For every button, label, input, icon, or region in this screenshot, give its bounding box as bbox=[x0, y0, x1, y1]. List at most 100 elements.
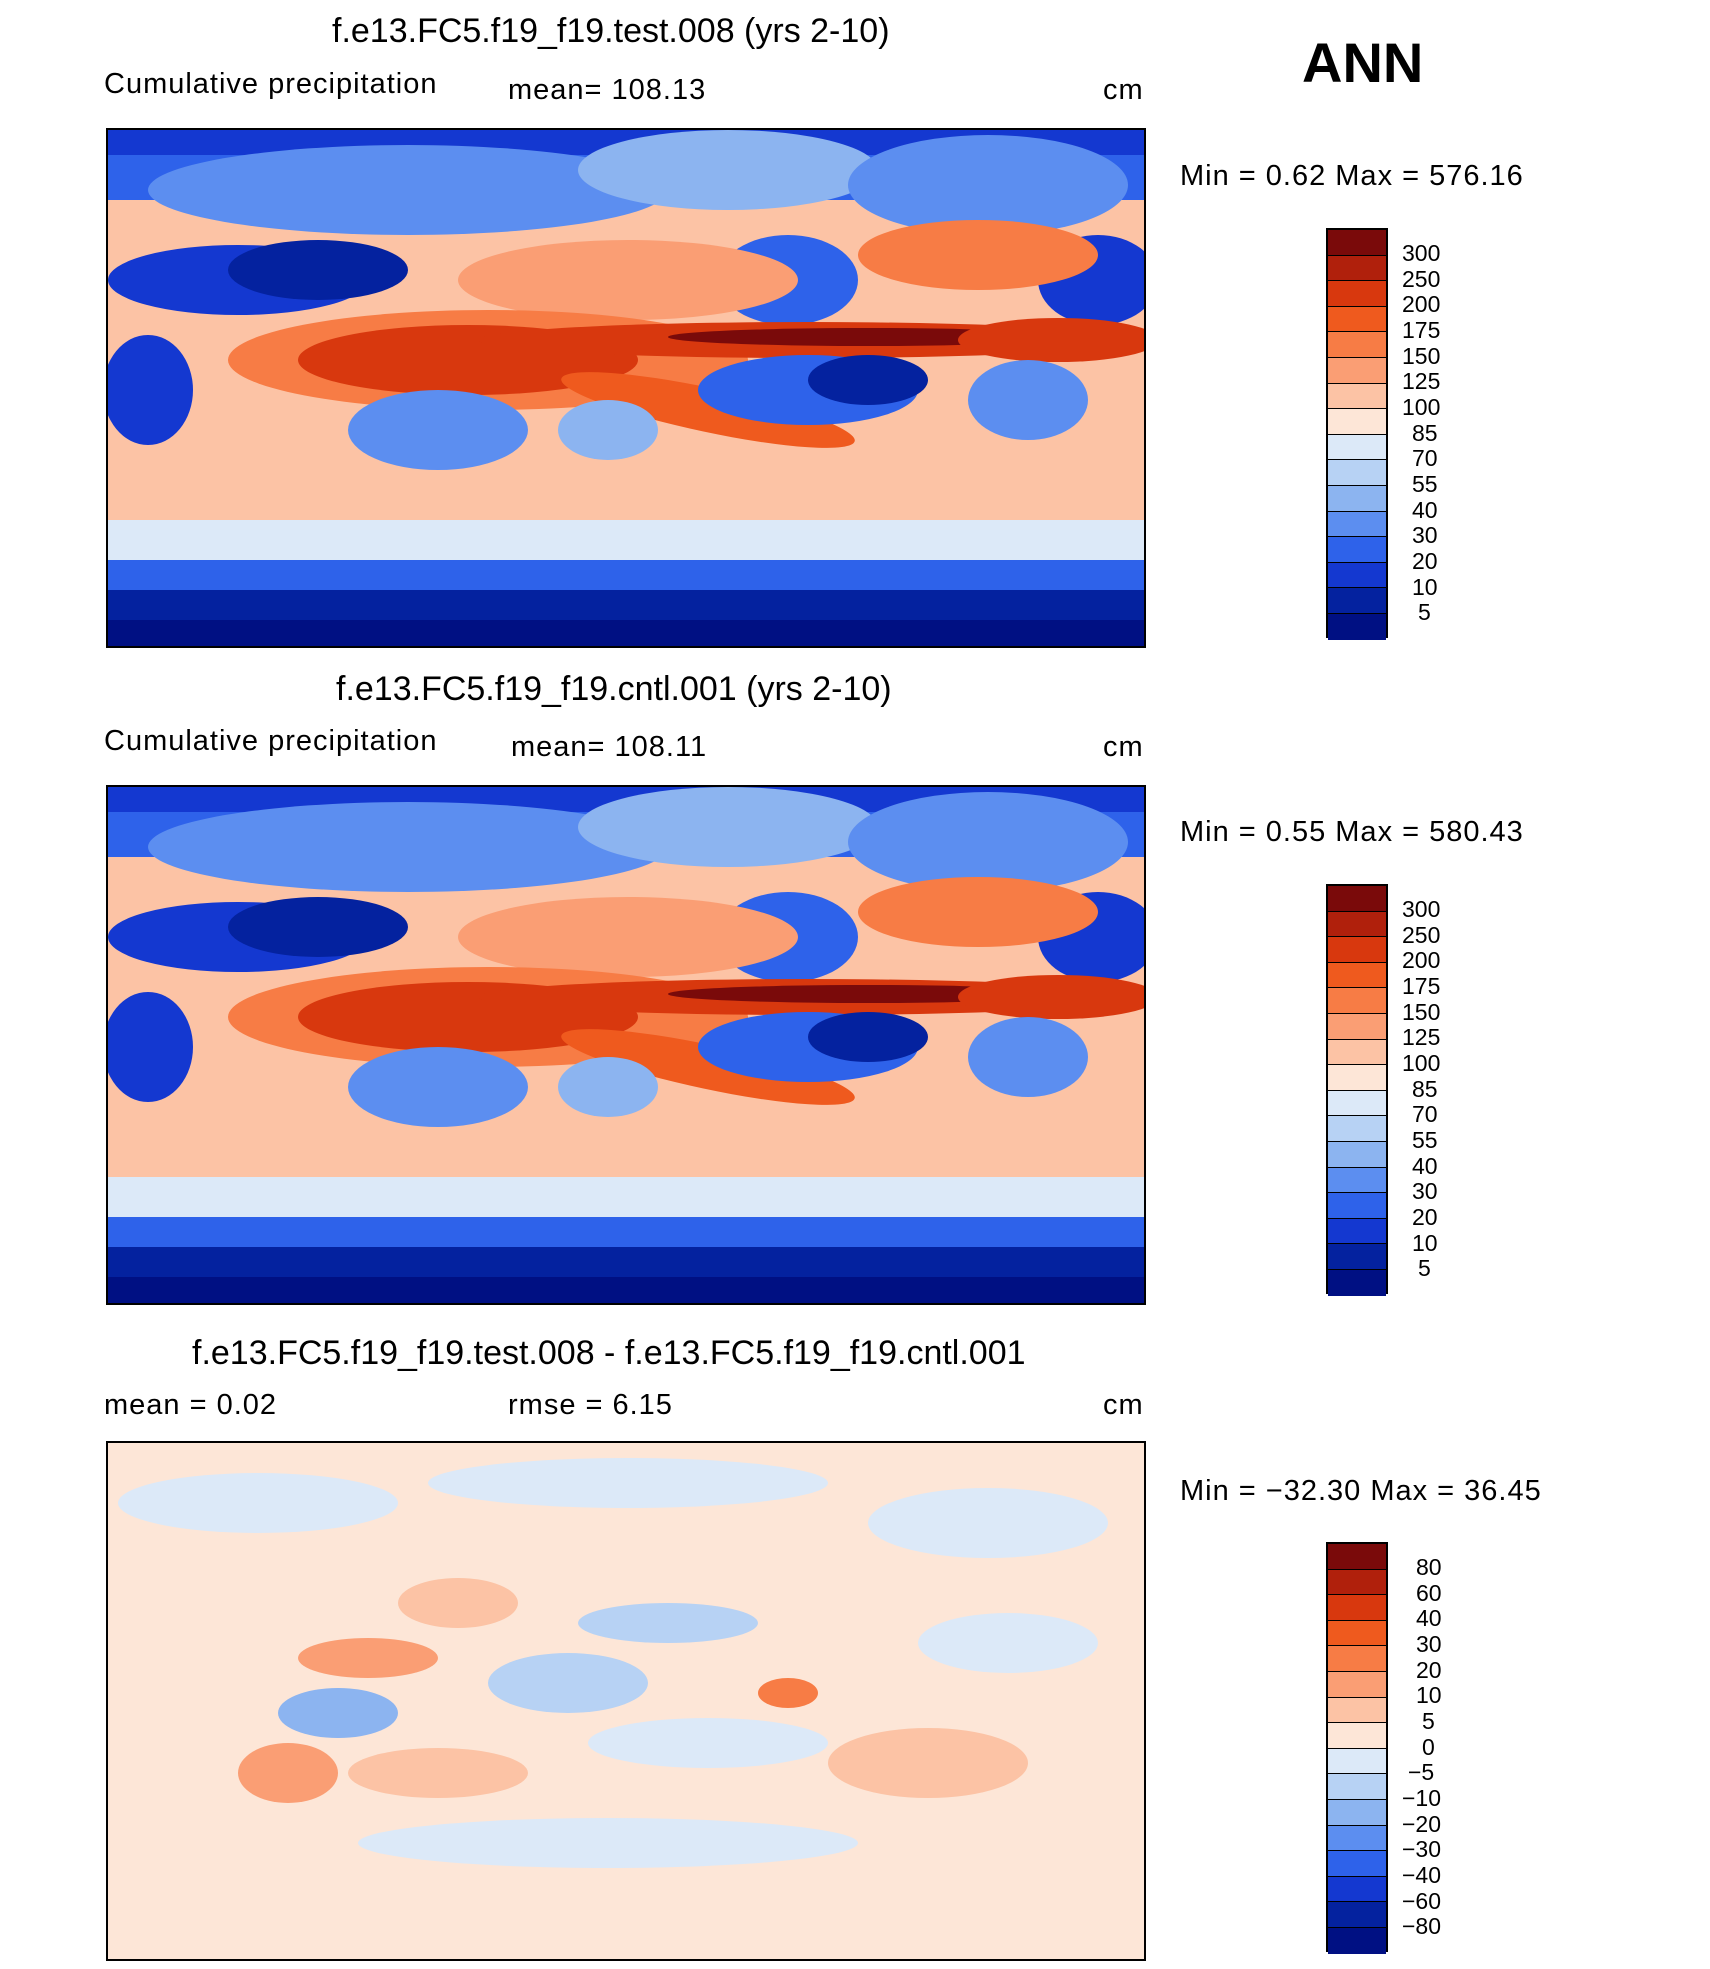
colorbar-tick-label: 30 bbox=[1412, 1178, 1438, 1204]
panel1-colorbar-swatch bbox=[1328, 230, 1386, 256]
colorbar-tick-label: 250 bbox=[1402, 922, 1441, 948]
panel1-colorbar-swatch bbox=[1328, 613, 1386, 640]
colorbar-tick-label: 30 bbox=[1416, 1631, 1442, 1657]
panel2-map bbox=[106, 785, 1146, 1305]
colorbar-tick-label: −40 bbox=[1402, 1862, 1442, 1888]
colorbar-tick-label: 40 bbox=[1412, 497, 1438, 523]
panel1-colorbar-swatch bbox=[1328, 434, 1386, 461]
panel3-title: f.e13.FC5.f19_f19.test.008 - f.e13.FC5.f… bbox=[192, 1334, 1026, 1372]
panel1-units: cm bbox=[1103, 74, 1144, 106]
panel3-colorbar-swatch bbox=[1328, 1723, 1386, 1749]
panel3-colorbar-swatch bbox=[1328, 1544, 1386, 1570]
panel2-colorbar-swatch bbox=[1328, 1193, 1386, 1219]
panel1-colorbar-swatch bbox=[1328, 511, 1386, 538]
panel2-colorbar-swatch bbox=[1328, 911, 1386, 938]
colorbar-tick-label: 300 bbox=[1402, 240, 1441, 266]
colorbar-tick-label: 5 bbox=[1418, 599, 1431, 625]
colorbar-tick-label: 175 bbox=[1402, 317, 1441, 343]
panel1-colorbar-swatch bbox=[1328, 537, 1386, 563]
panel1-colorbar-swatch bbox=[1328, 281, 1386, 307]
panel1-mean: mean= 108.13 bbox=[508, 74, 707, 106]
panel1-colorbar bbox=[1326, 228, 1388, 640]
colorbar-tick-label: 150 bbox=[1402, 343, 1441, 369]
colorbar-tick-label: 80 bbox=[1416, 1554, 1442, 1580]
panel1-field-label: Cumulative precipitation bbox=[104, 68, 438, 100]
colorbar-tick-label: −20 bbox=[1402, 1811, 1442, 1837]
panel1-map-canvas bbox=[108, 130, 1144, 646]
panel1-title: f.e13.FC5.f19_f19.test.008 (yrs 2-10) bbox=[332, 12, 890, 50]
panel2-colorbar-swatch bbox=[1328, 1013, 1386, 1040]
panel3-map-canvas bbox=[108, 1443, 1144, 1959]
panel1-map bbox=[106, 128, 1146, 648]
panel2-units: cm bbox=[1103, 731, 1144, 763]
panel2-title: f.e13.FC5.f19_f19.cntl.001 (yrs 2-10) bbox=[336, 670, 892, 708]
colorbar-tick-label: 200 bbox=[1402, 291, 1441, 317]
panel1-colorbar-swatch bbox=[1328, 409, 1386, 435]
panel3-colorbar-swatch bbox=[1328, 1902, 1386, 1928]
colorbar-tick-label: 125 bbox=[1402, 368, 1441, 394]
colorbar-tick-label: −80 bbox=[1402, 1913, 1442, 1939]
panel2-colorbar-swatch bbox=[1328, 937, 1386, 963]
colorbar-tick-label: 250 bbox=[1402, 266, 1441, 292]
colorbar-tick-label: 10 bbox=[1412, 574, 1438, 600]
panel2-colorbar bbox=[1326, 884, 1388, 1296]
panel2-colorbar-swatch bbox=[1328, 1141, 1386, 1168]
colorbar-tick-label: 300 bbox=[1402, 896, 1441, 922]
panel3-colorbar-swatch bbox=[1328, 1825, 1386, 1852]
panel2-field-label: Cumulative precipitation bbox=[104, 725, 438, 757]
colorbar-tick-label: 175 bbox=[1402, 973, 1441, 999]
colorbar-tick-label: −30 bbox=[1402, 1836, 1442, 1862]
panel2-colorbar-swatch bbox=[1328, 1167, 1386, 1194]
panel3-colorbar-swatch bbox=[1328, 1774, 1386, 1800]
panel2-colorbar-swatch bbox=[1328, 1244, 1386, 1270]
panel3-mean: mean = 0.02 bbox=[104, 1389, 278, 1421]
season-label: ANN bbox=[1302, 31, 1424, 94]
colorbar-tick-label: 20 bbox=[1412, 548, 1438, 574]
colorbar-tick-label: 5 bbox=[1422, 1708, 1435, 1734]
colorbar-tick-label: 10 bbox=[1412, 1230, 1438, 1256]
colorbar-tick-label: 55 bbox=[1412, 1127, 1438, 1153]
colorbar-tick-label: 20 bbox=[1412, 1204, 1438, 1230]
panel1-colorbar-swatch bbox=[1328, 255, 1386, 282]
panel3-colorbar-swatch bbox=[1328, 1620, 1386, 1647]
colorbar-tick-label: 85 bbox=[1412, 420, 1438, 446]
panel3-colorbar-swatch bbox=[1328, 1697, 1386, 1724]
colorbar-tick-label: 5 bbox=[1418, 1255, 1431, 1281]
panel3-colorbar-swatch bbox=[1328, 1569, 1386, 1596]
colorbar-tick-label: 10 bbox=[1416, 1682, 1442, 1708]
panel1-colorbar-swatch bbox=[1328, 383, 1386, 410]
panel1-colorbar-swatch bbox=[1328, 306, 1386, 333]
colorbar-tick-label: 85 bbox=[1412, 1076, 1438, 1102]
panel1-colorbar-swatch bbox=[1328, 588, 1386, 614]
colorbar-tick-label: 0 bbox=[1422, 1734, 1435, 1760]
panel2-mean: mean= 108.11 bbox=[511, 731, 708, 763]
panel3-colorbar-swatch bbox=[1328, 1748, 1386, 1775]
panel2-colorbar-swatch bbox=[1328, 1116, 1386, 1142]
panel3-units: cm bbox=[1103, 1389, 1144, 1421]
panel1-colorbar-swatch bbox=[1328, 460, 1386, 486]
colorbar-tick-label: 70 bbox=[1412, 445, 1438, 471]
colorbar-tick-label: 30 bbox=[1412, 522, 1438, 548]
panel3-colorbar-swatch bbox=[1328, 1595, 1386, 1621]
panel1-colorbar-swatch bbox=[1328, 485, 1386, 512]
panel2-minmax: Min = 0.55 Max = 580.43 bbox=[1180, 816, 1524, 848]
panel2-colorbar-swatch bbox=[1328, 1065, 1386, 1091]
panel2-colorbar-swatch bbox=[1328, 962, 1386, 989]
panel2-colorbar-swatch bbox=[1328, 886, 1386, 912]
colorbar-tick-label: 150 bbox=[1402, 999, 1441, 1025]
panel2-colorbar-swatch bbox=[1328, 988, 1386, 1014]
panel3-rmse: rmse = 6.15 bbox=[508, 1389, 673, 1421]
colorbar-tick-label: 125 bbox=[1402, 1024, 1441, 1050]
colorbar-tick-label: 200 bbox=[1402, 947, 1441, 973]
panel3-colorbar bbox=[1326, 1542, 1388, 1954]
colorbar-tick-label: 100 bbox=[1402, 394, 1441, 420]
panel3-colorbar-swatch bbox=[1328, 1646, 1386, 1672]
panel1-colorbar-swatch bbox=[1328, 332, 1386, 358]
panel2-map-canvas bbox=[108, 787, 1144, 1303]
panel2-colorbar-swatch bbox=[1328, 1269, 1386, 1296]
panel1-colorbar-swatch bbox=[1328, 357, 1386, 384]
colorbar-tick-label: 55 bbox=[1412, 471, 1438, 497]
panel3-minmax: Min = −32.30 Max = 36.45 bbox=[1180, 1475, 1542, 1507]
colorbar-tick-label: 40 bbox=[1416, 1605, 1442, 1631]
panel2-colorbar-swatch bbox=[1328, 1090, 1386, 1117]
